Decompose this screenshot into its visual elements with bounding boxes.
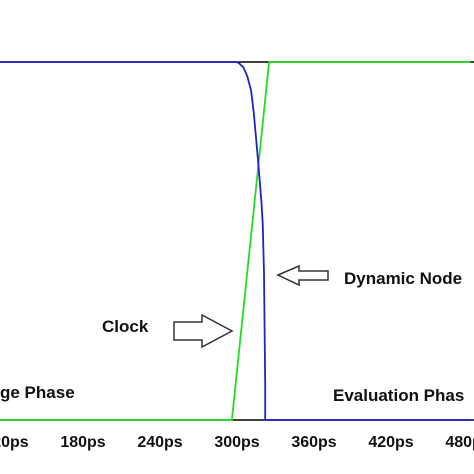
x-tick-label: 240ps — [137, 434, 182, 451]
x-tick-label: 480ps — [445, 434, 474, 451]
series-layer — [0, 61, 471, 421]
dynamic-node-label: Dynamic Node — [344, 269, 462, 288]
clock-waveform — [0, 61, 471, 421]
clock-arrow — [173, 313, 234, 349]
clock-label: Clock — [102, 317, 149, 336]
x-tick-layer: 120ps 180ps 240ps 300ps 360ps 420ps 480ps — [0, 434, 474, 451]
x-tick-label: 360ps — [291, 434, 336, 451]
x-tick-label: 420ps — [368, 434, 413, 451]
dynamic-node-waveform — [0, 61, 471, 421]
x-tick-label: 300ps — [214, 434, 259, 451]
dynamic-node-arrow — [276, 264, 329, 287]
x-tick-label: 120ps — [0, 434, 29, 451]
evaluation-phase-label: Evaluation Phas — [333, 386, 464, 405]
precharge-phase-label: ge Phase — [0, 383, 75, 402]
x-tick-label: 180ps — [60, 434, 105, 451]
